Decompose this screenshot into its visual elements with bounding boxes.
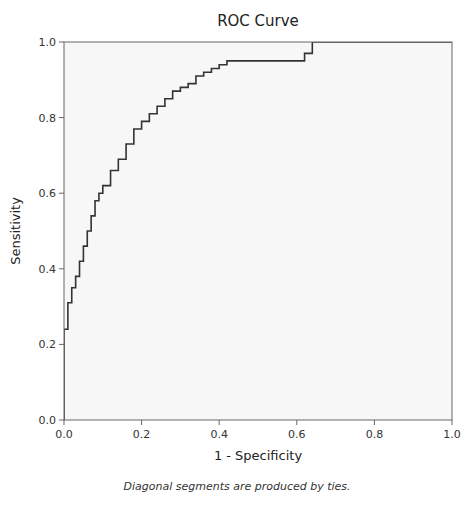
footnote: Diagonal segments are produced by ties. (123, 480, 350, 493)
plot-marks (64, 42, 452, 420)
y-tick (59, 117, 64, 118)
x-tick (219, 420, 220, 425)
y-tick-label: 0.8 (39, 112, 57, 125)
y-tick-label: 1.0 (39, 36, 57, 49)
x-tick-label: 0.2 (133, 428, 151, 441)
x-axis-label: 1 - Specificity (214, 448, 303, 463)
y-tick-label: 0.6 (39, 187, 57, 200)
y-tick-label: 0.0 (39, 414, 57, 427)
y-tick (59, 193, 64, 194)
y-tick (59, 420, 64, 421)
y-tick (59, 344, 64, 345)
y-tick (59, 268, 64, 269)
chart: 0.0 0.2 0.4 0.6 0.8 1.0 0.0 0.2 0.4 0.6 0.8 1.0 ROC … (0, 0, 474, 508)
x-tick-label: 0.6 (288, 428, 306, 441)
title: ROC Curve (217, 12, 299, 30)
y-axis-label: Sensitivity (8, 197, 23, 265)
x-tick (452, 420, 453, 425)
plot-area (64, 42, 452, 420)
plot-frame (64, 42, 452, 420)
y-tick-label: 0.4 (39, 263, 57, 276)
x-tick-label: 0.8 (366, 428, 384, 441)
x-tick-label: 0.0 (55, 428, 73, 441)
page: {"chart_data": {"type": "step", "title":… (0, 0, 474, 508)
x-tick (374, 420, 375, 425)
x-tick-label: 1.0 (443, 428, 461, 441)
x-tick (64, 420, 65, 425)
x-tick (296, 420, 297, 425)
y-tick-label: 0.2 (39, 338, 57, 351)
x-tick (141, 420, 142, 425)
y-tick (59, 42, 64, 43)
x-tick-label: 0.4 (210, 428, 228, 441)
roc-curve (64, 42, 452, 420)
